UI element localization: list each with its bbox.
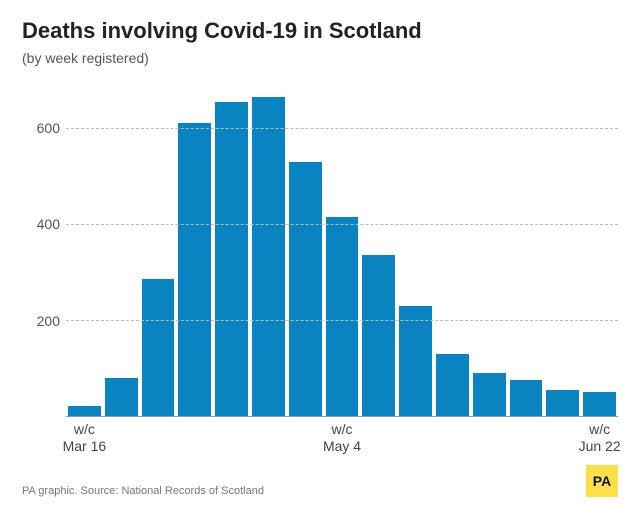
- bar: [546, 390, 579, 416]
- chart-title: Deaths involving Covid-19 in Scotland: [22, 18, 618, 44]
- x-tick-label: w/cJun 22: [579, 421, 621, 455]
- bar: [178, 123, 211, 416]
- bar: [68, 406, 101, 416]
- gridline: [66, 320, 618, 321]
- pa-logo: PA: [586, 465, 618, 497]
- gridline: [66, 224, 618, 225]
- x-tick-label: w/cMay 4: [323, 421, 361, 455]
- bar: [289, 162, 322, 416]
- bar: [252, 97, 285, 416]
- bar: [105, 378, 138, 416]
- y-axis: 200 400 600: [22, 80, 66, 417]
- chart: 200 400 600 w/cMar 16 w/cMay 4 w/cJun 22: [22, 80, 618, 457]
- x-tick-label: w/cMar 16: [63, 421, 107, 455]
- bar: [473, 373, 506, 416]
- chart-footer: PA graphic. Source: National Records of …: [22, 485, 264, 497]
- bar: [215, 102, 248, 416]
- bar: [583, 392, 616, 416]
- y-tick-label: 400: [22, 216, 60, 232]
- bar: [142, 279, 175, 416]
- plot-area: [66, 80, 618, 417]
- bars-container: [66, 80, 618, 416]
- chart-subtitle: (by week registered): [22, 50, 618, 66]
- bar: [399, 306, 432, 416]
- bar: [436, 354, 469, 416]
- gridline: [66, 128, 618, 129]
- bar: [362, 255, 395, 416]
- y-tick-label: 600: [22, 120, 60, 136]
- x-axis: w/cMar 16 w/cMay 4 w/cJun 22: [66, 421, 618, 457]
- y-tick-label: 200: [22, 313, 60, 329]
- bar: [326, 217, 359, 416]
- bar: [510, 380, 543, 416]
